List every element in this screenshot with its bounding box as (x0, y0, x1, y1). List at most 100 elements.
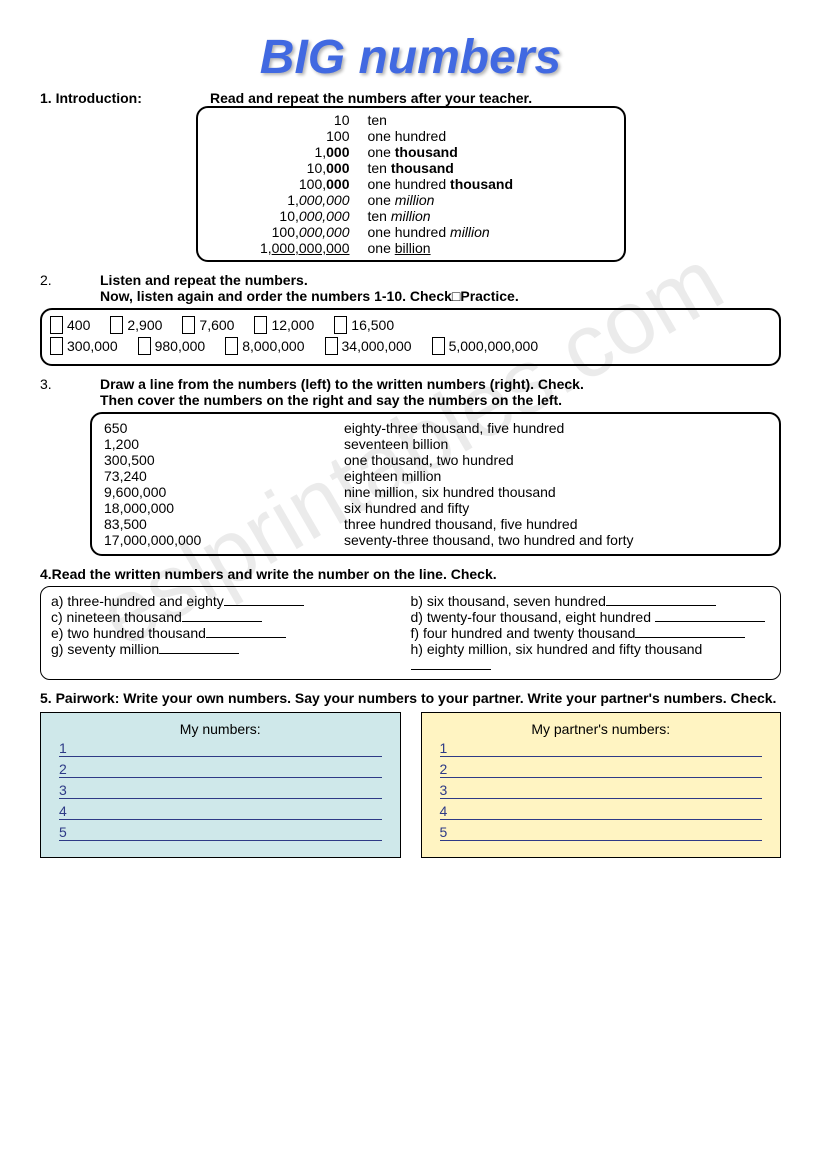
word-cell: ten thousand (368, 160, 454, 176)
blank-input[interactable] (224, 605, 304, 606)
line-num: 2 (440, 761, 458, 777)
section2-line1: Listen and repeat the numbers. (100, 272, 519, 288)
checkbox[interactable] (50, 337, 63, 355)
order-value: 5,000,000,000 (449, 338, 539, 354)
section2-num: 2. (40, 272, 100, 304)
word-cell: one hundred thousand (368, 176, 514, 192)
order-value: 12,000 (271, 317, 314, 333)
blank-input[interactable] (458, 803, 763, 819)
blank-input[interactable] (159, 653, 239, 654)
section1-label: 1. Introduction: (40, 90, 210, 106)
word-cell: one hundred million (368, 224, 490, 240)
section-3: 3. Draw a line from the numbers (left) t… (40, 376, 781, 556)
match-right: six hundred and fifty (344, 500, 469, 516)
blank-input[interactable] (77, 824, 382, 840)
match-right: three hundred thousand, five hundred (344, 516, 578, 532)
match-right: nine million, six hundred thousand (344, 484, 556, 500)
section3-line1: Draw a line from the numbers (left) to t… (100, 376, 584, 392)
q4-f: f) four hundred and twenty thousand (411, 625, 636, 641)
line-num: 1 (59, 740, 77, 756)
order-row-1: 400 2,900 7,600 12,000 16,500 (50, 316, 771, 337)
order-value: 8,000,000 (242, 338, 304, 354)
section-2: 2. Listen and repeat the numbers. Now, l… (40, 272, 781, 366)
word-cell: one billion (368, 240, 431, 256)
partner-numbers-box: My partner's numbers: 1 2 3 4 5 (421, 712, 782, 858)
match-right: one thousand, two hundred (344, 452, 514, 468)
page-title: BIG numbers (40, 30, 781, 85)
match-left: 18,000,000 (104, 500, 344, 516)
num-cell: 100 (208, 128, 368, 144)
line-num: 4 (59, 803, 77, 819)
my-numbers-box: My numbers: 1 2 3 4 5 (40, 712, 401, 858)
num-cell: 10,000 (208, 160, 368, 176)
blank-input[interactable] (655, 621, 765, 622)
line-num: 4 (440, 803, 458, 819)
checkbox[interactable] (334, 316, 347, 334)
section2-line2: Now, listen again and order the numbers … (100, 288, 519, 304)
ordering-box: 400 2,900 7,600 12,000 16,500 300,000 98… (40, 308, 781, 366)
blank-input[interactable] (77, 782, 382, 798)
num-cell: 1,000,000 (208, 192, 368, 208)
q4-b: b) six thousand, seven hundred (411, 593, 606, 609)
match-right: eighteen million (344, 468, 441, 484)
partner-numbers-header: My partner's numbers: (440, 721, 763, 737)
blank-input[interactable] (411, 669, 491, 670)
section-5: 5. Pairwork: Write your own numbers. Say… (40, 690, 781, 858)
q4-d: d) twenty-four thousand, eight hundred (411, 609, 652, 625)
q4-e: e) two hundred thousand (51, 625, 206, 641)
blank-input[interactable] (77, 803, 382, 819)
blank-input[interactable] (77, 740, 382, 756)
blank-input[interactable] (635, 637, 745, 638)
checkbox[interactable] (254, 316, 267, 334)
num-cell: 1,000,000,000 (208, 240, 368, 256)
blank-input[interactable] (458, 782, 763, 798)
section4-title: 4.Read the written numbers and write the… (40, 566, 781, 582)
section3-line2: Then cover the numbers on the right and … (100, 392, 584, 408)
match-left: 300,500 (104, 452, 344, 468)
section-1: 1. Introduction: Read and repeat the num… (40, 90, 781, 262)
matching-box: 650eighty-three thousand, five hundred 1… (90, 412, 781, 556)
section3-num: 3. (40, 376, 100, 408)
q4-g: g) seventy million (51, 641, 159, 657)
blank-input[interactable] (458, 740, 763, 756)
section1-instruction: Read and repeat the numbers after your t… (210, 90, 532, 106)
word-cell: one million (368, 192, 435, 208)
q4-c: c) nineteen thousand (51, 609, 182, 625)
num-cell: 1,000 (208, 144, 368, 160)
checkbox[interactable] (110, 316, 123, 334)
word-cell: one hundred (368, 128, 447, 144)
checkbox[interactable] (50, 316, 63, 334)
q4-a: a) three-hundred and eighty (51, 593, 224, 609)
blank-input[interactable] (606, 605, 716, 606)
write-number-box: a) three-hundred and eighty b) six thous… (40, 586, 781, 680)
line-num: 5 (440, 824, 458, 840)
match-right: eighty-three thousand, five hundred (344, 420, 564, 436)
num-cell: 10 (208, 112, 368, 128)
word-cell: one thousand (368, 144, 458, 160)
blank-input[interactable] (182, 621, 262, 622)
match-right: seventeen billion (344, 436, 448, 452)
blank-input[interactable] (458, 824, 763, 840)
order-value: 16,500 (351, 317, 394, 333)
blank-input[interactable] (458, 761, 763, 777)
match-left: 17,000,000,000 (104, 532, 344, 548)
line-num: 3 (440, 782, 458, 798)
my-numbers-header: My numbers: (59, 721, 382, 737)
order-value: 980,000 (155, 338, 206, 354)
order-value: 7,600 (199, 317, 234, 333)
order-value: 300,000 (67, 338, 118, 354)
checkbox[interactable] (325, 337, 338, 355)
order-value: 34,000,000 (342, 338, 412, 354)
num-cell: 10,000,000 (208, 208, 368, 224)
checkbox[interactable] (138, 337, 151, 355)
line-num: 3 (59, 782, 77, 798)
q4-h: h) eighty million, six hundred and fifty… (411, 641, 703, 657)
order-value: 2,900 (127, 317, 162, 333)
match-left: 650 (104, 420, 344, 436)
blank-input[interactable] (77, 761, 382, 777)
checkbox[interactable] (182, 316, 195, 334)
word-cell: ten million (368, 208, 431, 224)
checkbox[interactable] (432, 337, 445, 355)
checkbox[interactable] (225, 337, 238, 355)
blank-input[interactable] (206, 637, 286, 638)
